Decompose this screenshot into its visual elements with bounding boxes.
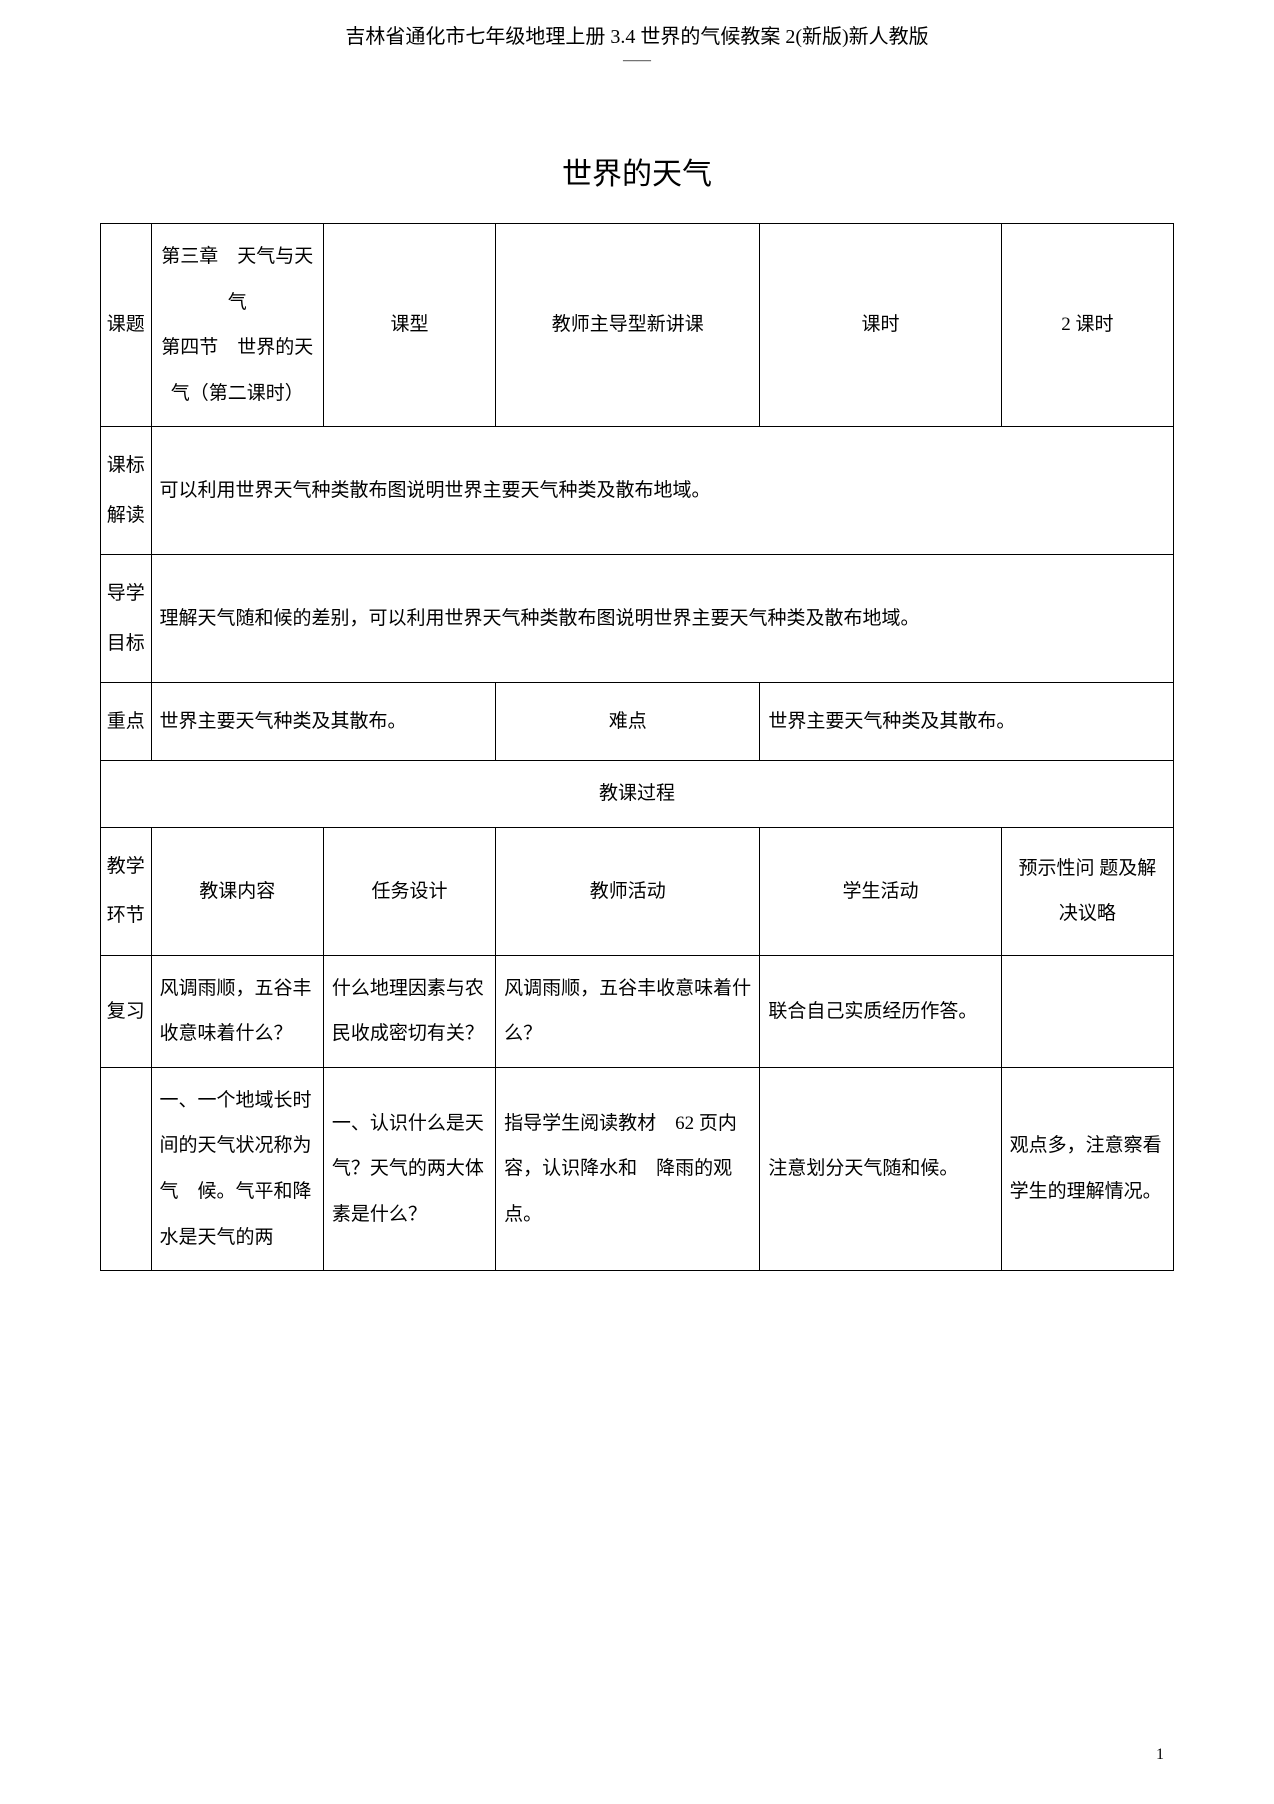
label-period: 课时 (760, 224, 1001, 427)
cell-main-teacher: 指导学生阅读教材 62 页内容，认识降水和 降雨的观点。 (496, 1067, 760, 1270)
cell-main-task: 一、认识什么是天气？天气的两大体素是什么？ (323, 1067, 495, 1270)
cell-review-task: 什么地理因素与农民收成密切有关？ (323, 955, 495, 1067)
label-content: 教课内容 (151, 827, 323, 955)
cell-review-predict (1001, 955, 1173, 1067)
cell-type-value: 教师主导型新讲课 (496, 224, 760, 427)
document-title: 世界的天气 (100, 149, 1174, 193)
table-row: 一、一个地域长时间的天气状况称为气 候。气平和降水是天气的两 一、认识什么是天气… (101, 1067, 1174, 1270)
table-row: 复习 风调雨顺，五谷丰收意味着什么？ 什么地理因素与农民收成密切有关？ 风调雨顺… (101, 955, 1174, 1067)
table-row: 导学目标 理解天气随和候的差别，可以利用世界天气种类散布图说明世界主要天气种类及… (101, 555, 1174, 683)
label-keypoint: 重点 (101, 682, 152, 760)
label-guide: 导学目标 (101, 555, 152, 683)
cell-guide-value: 理解天气随和候的差别，可以利用世界天气种类散布图说明世界主要天气种类及散布地域。 (151, 555, 1173, 683)
label-main-env (101, 1067, 152, 1270)
cell-main-student: 注意划分天气随和候。 (760, 1067, 1001, 1270)
table-row: 课标解读 可以利用世界天气种类散布图说明世界主要天气种类及散布地域。 (101, 427, 1174, 555)
cell-review-teacher: 风调雨顺，五谷丰收意味着什么？ (496, 955, 760, 1067)
label-difficulty: 难点 (496, 682, 760, 760)
lesson-plan-table: 课题 第三章 天气与天气 第四节 世界的天气（第二课时） 课型 教师主导型新讲课… (100, 223, 1174, 1271)
cell-keypoint-value: 世界主要天气种类及其散布。 (151, 682, 496, 760)
table-row: 课题 第三章 天气与天气 第四节 世界的天气（第二课时） 课型 教师主导型新讲课… (101, 224, 1174, 427)
table-row: 教课过程 (101, 761, 1174, 828)
label-type: 课型 (323, 224, 495, 427)
label-standard: 课标解读 (101, 427, 152, 555)
label-review: 复习 (101, 955, 152, 1067)
cell-topic-value: 第三章 天气与天气 第四节 世界的天气（第二课时） (151, 224, 323, 427)
header-dash: —— (100, 53, 1174, 69)
label-topic: 课题 (101, 224, 152, 427)
label-process: 教课过程 (101, 761, 1174, 828)
label-teacher: 教师活动 (496, 827, 760, 955)
cell-review-student: 联合自己实质经历作答。 (760, 955, 1001, 1067)
cell-difficulty-value: 世界主要天气种类及其散布。 (760, 682, 1174, 760)
cell-main-predict: 观点多，注意察看学生的理解情况。 (1001, 1067, 1173, 1270)
page-number: 1 (1156, 1746, 1164, 1764)
label-task: 任务设计 (323, 827, 495, 955)
cell-main-content: 一、一个地域长时间的天气状况称为气 候。气平和降水是天气的两 (151, 1067, 323, 1270)
table-row: 教学环节 教课内容 任务设计 教师活动 学生活动 预示性问 题及解决议略 (101, 827, 1174, 955)
cell-review-content: 风调雨顺，五谷丰收意味着什么？ (151, 955, 323, 1067)
cell-period-value: 2 课时 (1001, 224, 1173, 427)
label-env: 教学环节 (101, 827, 152, 955)
label-predict: 预示性问 题及解决议略 (1001, 827, 1173, 955)
table-row: 重点 世界主要天气种类及其散布。 难点 世界主要天气种类及其散布。 (101, 682, 1174, 760)
page-header: 吉林省通化市七年级地理上册 3.4 世界的气候教案 2(新版)新人教版 (100, 20, 1174, 49)
cell-standard-value: 可以利用世界天气种类散布图说明世界主要天气种类及散布地域。 (151, 427, 1173, 555)
document-page: 吉林省通化市七年级地理上册 3.4 世界的气候教案 2(新版)新人教版 —— 世… (0, 0, 1274, 1804)
label-student: 学生活动 (760, 827, 1001, 955)
